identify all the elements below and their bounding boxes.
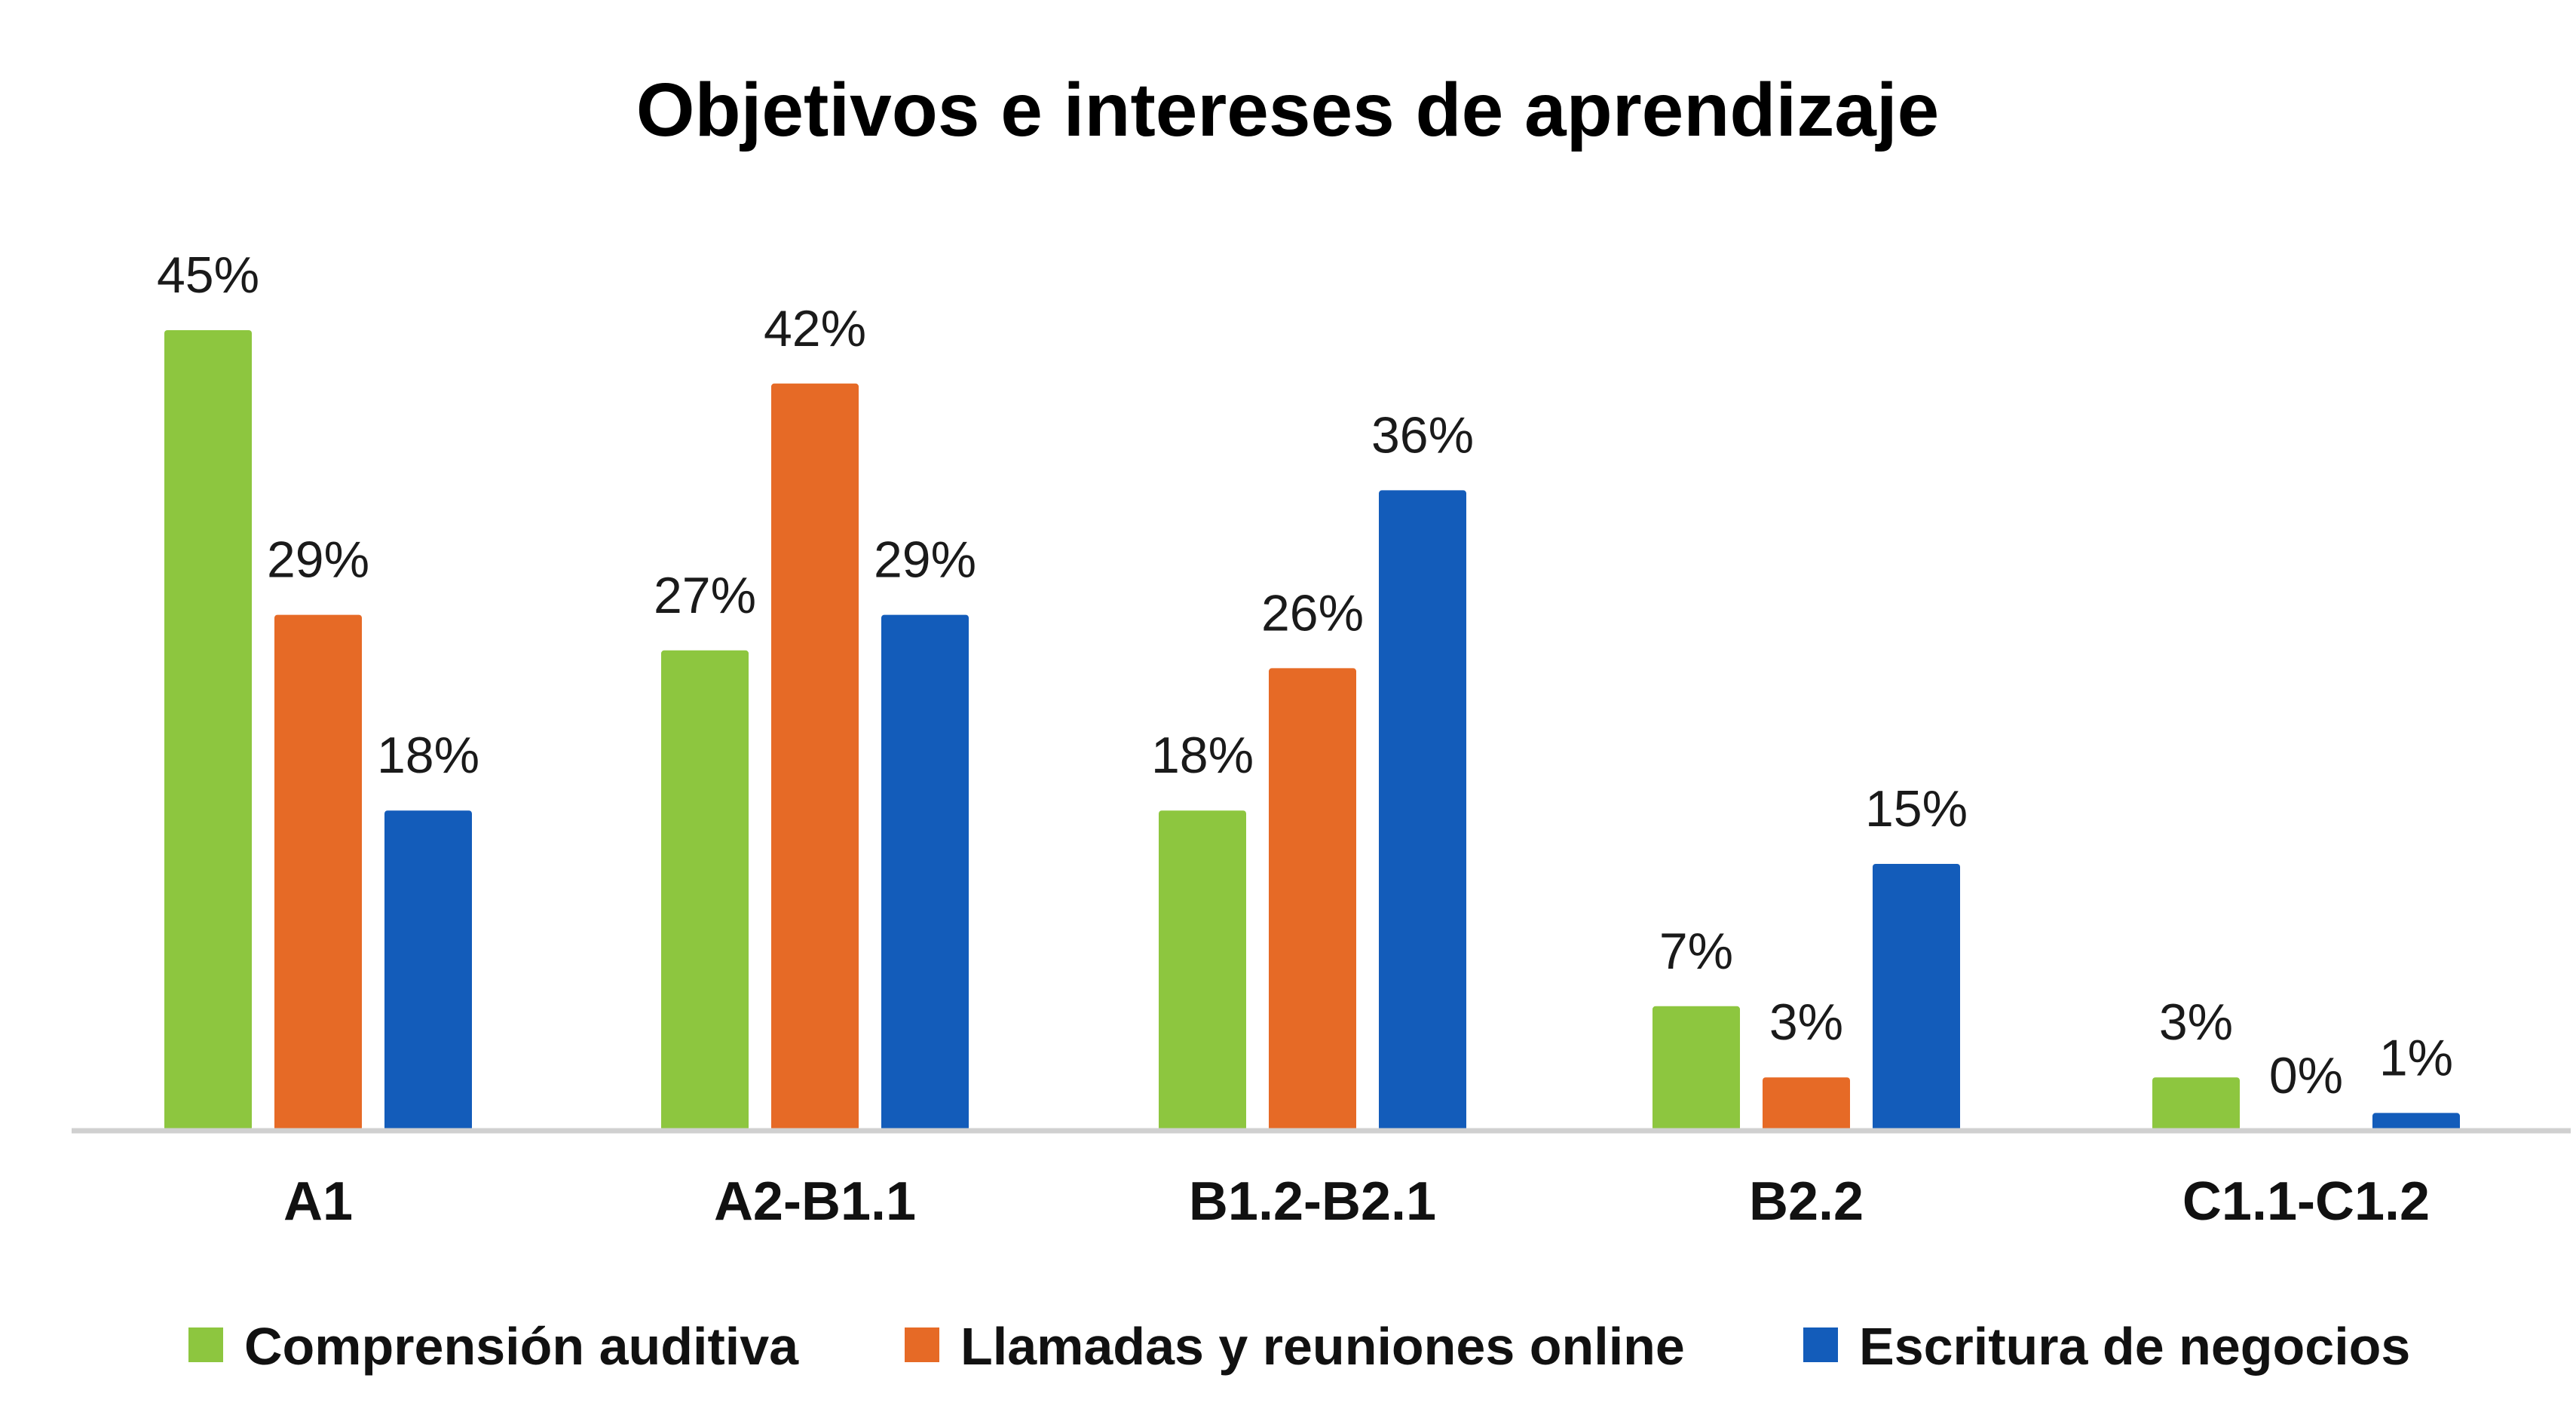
- category-label-A1: A1: [283, 1171, 353, 1232]
- category-label-A2-B1.1: A2-B1.1: [714, 1171, 916, 1232]
- value-label-A2-B1.1-series-2: 29%: [874, 531, 976, 589]
- value-label-A1-series-0: 45%: [157, 247, 259, 304]
- bar-A1-series-2: [384, 810, 472, 1131]
- legend-item-0: Comprensión auditiva: [188, 1317, 799, 1376]
- bar-B1.2-B2.1-series-1: [1269, 668, 1356, 1131]
- value-label-A2-B1.1-series-0: 27%: [654, 567, 756, 624]
- legend-swatch-2: [1803, 1327, 1838, 1362]
- bar-C1.1-C1.2-series-0: [2152, 1077, 2240, 1131]
- bar-B2.2-series-1: [1763, 1077, 1850, 1131]
- legend-label-2: Escritura de negocios: [1859, 1317, 2410, 1376]
- bar-A1-series-0: [164, 330, 252, 1131]
- legend-label-1: Llamadas y reuniones online: [960, 1317, 1685, 1376]
- bar-B1.2-B2.1-series-0: [1159, 810, 1246, 1131]
- value-label-C1.1-C1.2-series-0: 3%: [2159, 994, 2233, 1051]
- value-label-C1.1-C1.2-series-1: 0%: [2269, 1047, 2343, 1104]
- value-label-B2.2-series-0: 7%: [1659, 923, 1733, 980]
- bar-A1-series-1: [274, 614, 362, 1131]
- legend: Comprensión auditiva Llamadas y reuniones…: [188, 1317, 2410, 1376]
- value-labels-layer: 45% 29% 18% 27% 42% 29% 18% 26% 36% 7% 3% 15% 3% 0% 1%: [157, 247, 2453, 1104]
- value-label-B2.2-series-1: 3%: [1769, 994, 1843, 1051]
- value-label-A2-B1.1-series-1: 42%: [764, 300, 866, 357]
- category-label-C1.1-C1.2: C1.1-C1.2: [2182, 1171, 2430, 1232]
- legend-label-0: Comprensión auditiva: [244, 1317, 799, 1376]
- bar-B2.2-series-2: [1873, 864, 1960, 1131]
- category-label-B2.2: B2.2: [1749, 1171, 1864, 1232]
- bars-layer: [164, 330, 2460, 1131]
- bar-A2-B1.1-series-1: [771, 383, 859, 1131]
- bar-B2.2-series-0: [1652, 1006, 1740, 1131]
- value-label-A1-series-2: 18%: [377, 727, 479, 784]
- bar-C1.1-C1.2-series-2: [2372, 1113, 2460, 1131]
- legend-swatch-0: [188, 1327, 223, 1362]
- chart-title: Objetivos e intereses de aprendizaje: [636, 68, 1939, 152]
- legend-item-2: Escritura de negocios: [1803, 1317, 2410, 1376]
- category-labels-layer: A1 A2-B1.1 B1.2-B2.1 B2.2 C1.1-C1.2: [283, 1171, 2430, 1232]
- bar-B1.2-B2.1-series-2: [1379, 490, 1466, 1131]
- value-label-B1.2-B2.1-series-0: 18%: [1151, 727, 1254, 784]
- bar-A2-B1.1-series-2: [881, 614, 969, 1131]
- legend-swatch-1: [905, 1327, 939, 1362]
- value-label-C1.1-C1.2-series-2: 1%: [2379, 1029, 2453, 1086]
- value-label-B1.2-B2.1-series-1: 26%: [1261, 584, 1364, 642]
- value-label-B2.2-series-2: 15%: [1865, 780, 1968, 838]
- legend-item-1: Llamadas y reuniones online: [905, 1317, 1685, 1376]
- category-label-B1.2-B2.1: B1.2-B2.1: [1189, 1171, 1436, 1232]
- bar-A2-B1.1-series-0: [661, 650, 749, 1131]
- value-label-B1.2-B2.1-series-2: 36%: [1371, 406, 1474, 464]
- value-label-A1-series-1: 29%: [267, 531, 369, 589]
